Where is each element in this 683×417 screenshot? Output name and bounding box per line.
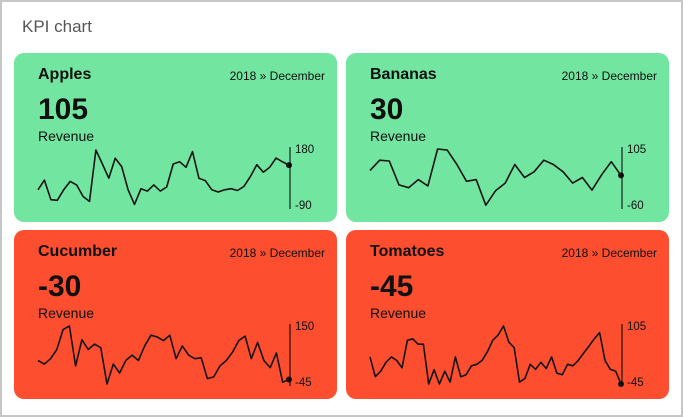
axis-max-label: 105 (627, 321, 647, 333)
kpi-metric-label: Revenue (38, 305, 95, 321)
sparkline-axis: 180 -90 (289, 144, 325, 212)
page-title: KPI chart (22, 17, 92, 36)
kpi-value: 30 (370, 93, 404, 126)
card-period: 2018 » December (561, 69, 657, 83)
card-title: Apples (38, 66, 92, 83)
kpi-grid: Apples 2018 » December 105 Revenue 180 -… (14, 53, 669, 399)
sparkline-row: 105 -45 (369, 321, 657, 389)
axis-min-label: -45 (295, 377, 312, 389)
sparkline-row: 105 -60 (369, 144, 657, 212)
card-header: Tomatoes 2018 » December (370, 243, 657, 261)
card-title: Bananas (370, 66, 437, 83)
kpi-metric-label: Revenue (370, 305, 427, 321)
kpi-metric-label: Revenue (38, 128, 95, 144)
kpi-card-apples[interactable]: Apples 2018 » December 105 Revenue 180 -… (14, 53, 337, 222)
sparkline-chart (369, 148, 624, 207)
kpi-value: -45 (370, 270, 414, 303)
card-period: 2018 » December (229, 246, 325, 260)
card-title: Tomatoes (370, 243, 445, 260)
kpi-card-tomatoes[interactable]: Tomatoes 2018 » December -45 Revenue 105… (346, 230, 669, 399)
card-header: Apples 2018 » December (38, 66, 325, 84)
sparkline-row: 180 -90 (37, 144, 325, 212)
kpi-card-cucumber[interactable]: Cucumber 2018 » December -30 Revenue 150… (14, 230, 337, 399)
sparkline-chart (37, 325, 292, 385)
kpi-metric-label: Revenue (370, 128, 427, 144)
axis-max-label: 150 (295, 321, 315, 333)
kpi-value: 105 (38, 93, 89, 126)
card-period: 2018 » December (561, 246, 657, 260)
axis-min-label: -60 (627, 200, 644, 212)
axis-max-label: 105 (627, 144, 647, 156)
axis-min-label: -45 (627, 377, 644, 389)
sparkline-axis: 105 -45 (621, 321, 657, 389)
axis-min-label: -90 (295, 200, 312, 212)
kpi-card-bananas[interactable]: Bananas 2018 » December 30 Revenue 105 -… (346, 53, 669, 222)
sparkline-axis: 150 -45 (289, 321, 325, 389)
sparkline-axis: 105 -60 (621, 144, 657, 212)
card-header: Bananas 2018 » December (370, 66, 657, 84)
sparkline-chart (369, 325, 624, 387)
sparkline-chart (37, 149, 292, 206)
card-header: Cucumber 2018 » December (38, 243, 325, 261)
card-period: 2018 » December (229, 69, 325, 83)
sparkline-row: 150 -45 (37, 321, 325, 389)
axis-max-label: 180 (295, 144, 315, 156)
card-title: Cucumber (38, 243, 118, 260)
kpi-value: -30 (38, 270, 82, 303)
